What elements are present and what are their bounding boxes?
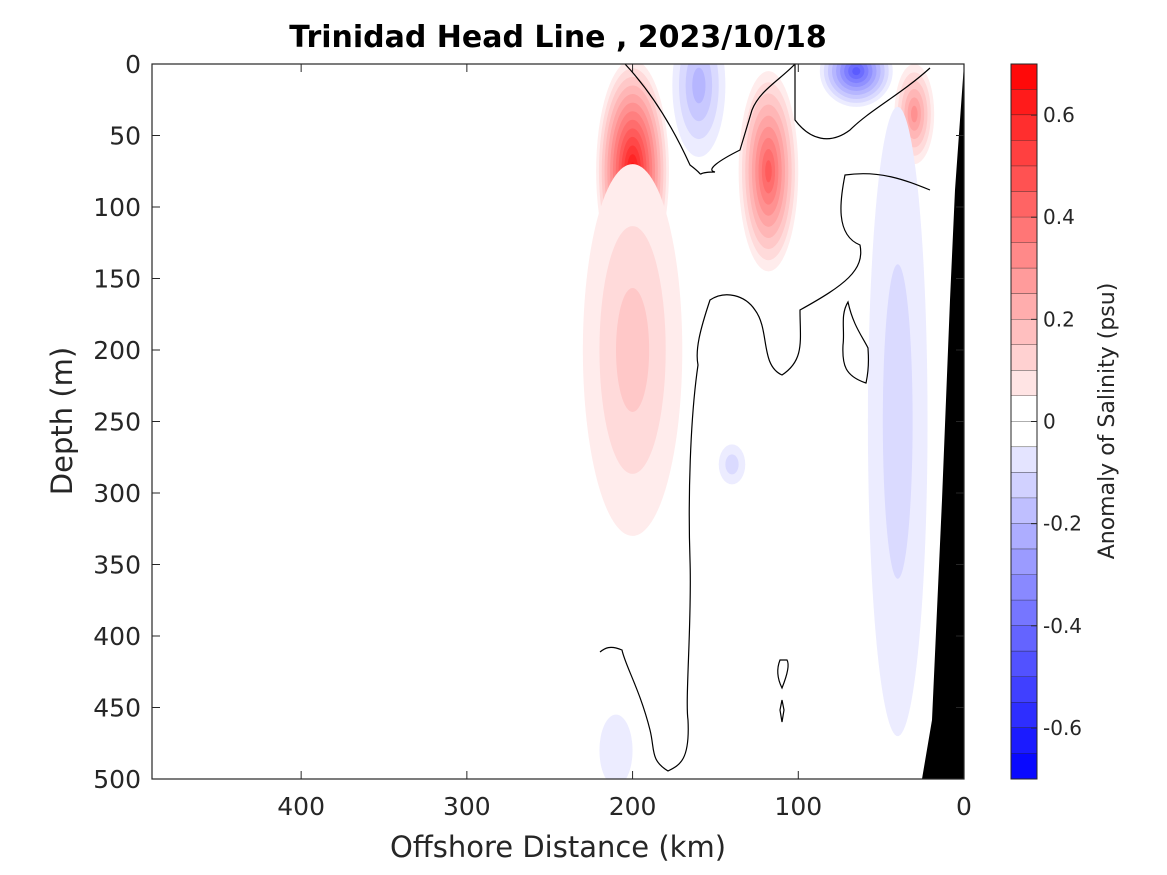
- colorbar-step: [1011, 651, 1037, 677]
- y-tick-label: 350: [93, 551, 141, 580]
- colorbar-step: [1011, 319, 1037, 345]
- y-tick-label: 400: [93, 622, 141, 651]
- y-tick-label: 50: [109, 122, 141, 151]
- plot-background: [152, 64, 964, 779]
- colorbar-tick-label: 0.2: [1043, 307, 1075, 331]
- colorbar-step: [1011, 421, 1037, 448]
- colorbar-step: [1011, 472, 1037, 499]
- colorbar-step: [1011, 753, 1037, 779]
- colorbar-tick-label: -0.6: [1043, 716, 1082, 740]
- colorbar: 0.6 0.4 0.2 0 -0.2 -0.4 -0.6 Anomaly of Salini…: [1010, 63, 1120, 780]
- zero-contour: [779, 699, 785, 723]
- colorbar-step: [1011, 268, 1037, 294]
- colorbar-step: [1011, 242, 1037, 269]
- y-tick-label: 150: [93, 265, 141, 294]
- y-tick-label: 250: [93, 408, 141, 437]
- colorbar-step: [1011, 64, 1037, 90]
- colorbar-step: [1011, 293, 1037, 320]
- colorbar-step: [1011, 625, 1037, 652]
- y-tick-label: 500: [93, 765, 141, 794]
- anomaly-level: [599, 714, 633, 779]
- zero-contour: [842, 300, 870, 384]
- y-tick-label: 300: [93, 479, 141, 508]
- y-axis-label: Depth (m): [45, 347, 79, 495]
- colorbar-tick-label: -0.4: [1043, 614, 1082, 638]
- zero-contours: [599, 64, 931, 772]
- x-tick-label: 300: [443, 792, 491, 821]
- chart-title: Trinidad Head Line , 2023/10/18: [289, 20, 826, 55]
- colorbar-step: [1011, 727, 1037, 754]
- y-tick-label: 100: [93, 193, 141, 222]
- y-tick-label: 200: [93, 336, 141, 365]
- colorbar-steps: [1011, 64, 1037, 780]
- colorbar-step: [1011, 676, 1037, 703]
- colorbar-step: [1011, 89, 1037, 116]
- colorbar-step: [1011, 140, 1037, 167]
- colorbar-tick-label: 0.4: [1043, 205, 1075, 229]
- colorbar-step: [1011, 166, 1037, 192]
- x-axis: 400 300 200 100 0: [277, 64, 972, 821]
- colorbar-step: [1011, 498, 1037, 524]
- anomaly-field: [582, 64, 935, 779]
- anomaly-level: [725, 454, 739, 475]
- anomaly-level: [765, 160, 772, 183]
- anomaly-level: [616, 288, 650, 412]
- colorbar-label: Anomaly of Salinity (psu): [1095, 283, 1120, 560]
- zero-contour: [777, 659, 789, 690]
- colorbar-ticks: 0.6 0.4 0.2 0 -0.2 -0.4 -0.6: [1031, 103, 1082, 740]
- x-tick-label: 100: [774, 792, 822, 821]
- colorbar-step: [1011, 600, 1037, 626]
- x-tick-label: 200: [609, 792, 657, 821]
- colorbar-tick-label: 0.6: [1043, 103, 1075, 127]
- colorbar-step: [1011, 447, 1037, 473]
- y-axis: 0 50 100 150 200 250 300 350 400 450 500: [93, 50, 964, 794]
- x-tick-label: 0: [956, 792, 972, 821]
- zero-contour: [599, 173, 931, 772]
- x-tick-label: 400: [277, 792, 325, 821]
- plot-area: [151, 63, 965, 780]
- x-axis-label: Offshore Distance (km): [390, 830, 726, 864]
- colorbar-step: [1011, 115, 1037, 141]
- colorbar-step: [1011, 370, 1037, 396]
- colorbar-step: [1011, 549, 1037, 575]
- anomaly-level: [852, 67, 861, 76]
- colorbar-step: [1011, 702, 1037, 728]
- colorbar-step: [1011, 395, 1037, 422]
- colorbar-step: [1011, 191, 1037, 218]
- zero-contour: [794, 64, 931, 140]
- colorbar-step: [1011, 217, 1037, 243]
- anomaly-level: [692, 67, 706, 104]
- colorbar-step: [1011, 523, 1037, 550]
- colorbar-tick-label: 0: [1043, 410, 1056, 434]
- y-tick-label: 0: [125, 50, 141, 79]
- anomaly-level: [882, 264, 913, 579]
- y-tick-label: 450: [93, 694, 141, 723]
- anomaly-level: [910, 105, 918, 123]
- colorbar-step: [1011, 344, 1037, 371]
- zero-contour: [624, 64, 796, 175]
- bathymetry-seafloor: [922, 64, 964, 779]
- colorbar-tick-label: -0.2: [1043, 512, 1082, 536]
- colorbar-step: [1011, 574, 1037, 601]
